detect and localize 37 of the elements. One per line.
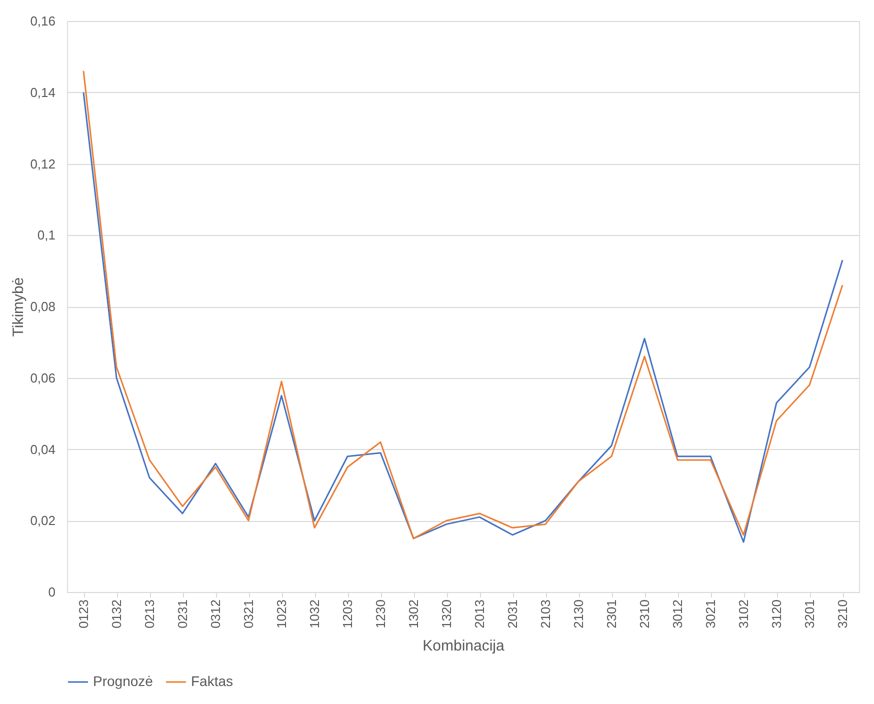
x-tick-label: 0132	[109, 600, 124, 628]
x-tick-label: 1203	[340, 600, 355, 628]
y-tick-label: 0,16	[30, 14, 56, 28]
y-tick-label: 0,1	[37, 228, 56, 243]
x-tick-label: 3012	[670, 600, 685, 628]
x-tick-label: 0321	[241, 600, 256, 628]
y-tick-label: 0,06	[30, 370, 56, 386]
x-tick-label: 3201	[802, 600, 817, 628]
x-tick-label: 1032	[307, 600, 322, 628]
y-tick-label: 0,14	[30, 84, 56, 100]
x-tick-label: 3120	[769, 600, 784, 628]
x-axis-title: Kombinacija	[422, 637, 506, 654]
y-tick-label: 0	[48, 584, 56, 600]
x-tick-label: 0312	[208, 600, 223, 628]
x-tick-label: 0231	[175, 600, 190, 628]
x-tick-label: 1302	[406, 600, 421, 628]
x-tick-label: 2301	[604, 600, 619, 628]
x-tick-label: 2103	[538, 600, 553, 628]
x-tick-label: 2130	[571, 600, 586, 628]
x-tick-label: 2031	[505, 600, 520, 628]
x-tick-label: 1230	[373, 600, 388, 628]
y-tick-label: 0,08	[30, 299, 56, 314]
y-tick-label: 0,12	[30, 156, 56, 172]
x-tick-label: 3021	[703, 600, 718, 628]
x-tick-label: 0213	[142, 600, 157, 628]
x-tick-label: 3102	[736, 600, 751, 628]
x-tick-label: 2310	[637, 600, 652, 628]
x-tick-label: 1023	[274, 600, 289, 628]
x-tick-label: 3210	[835, 600, 850, 628]
y-tick-label: 0,02	[30, 513, 56, 528]
legend-label: Faktas	[191, 673, 234, 689]
legend-label: Prognozė	[93, 673, 154, 689]
y-axis-title: Tikimybė	[10, 277, 28, 337]
x-tick-label: 2013	[472, 600, 487, 628]
x-tick-label: 0123	[76, 600, 91, 628]
x-tick-label: 1320	[439, 600, 454, 628]
y-tick-label: 0,04	[30, 442, 56, 457]
